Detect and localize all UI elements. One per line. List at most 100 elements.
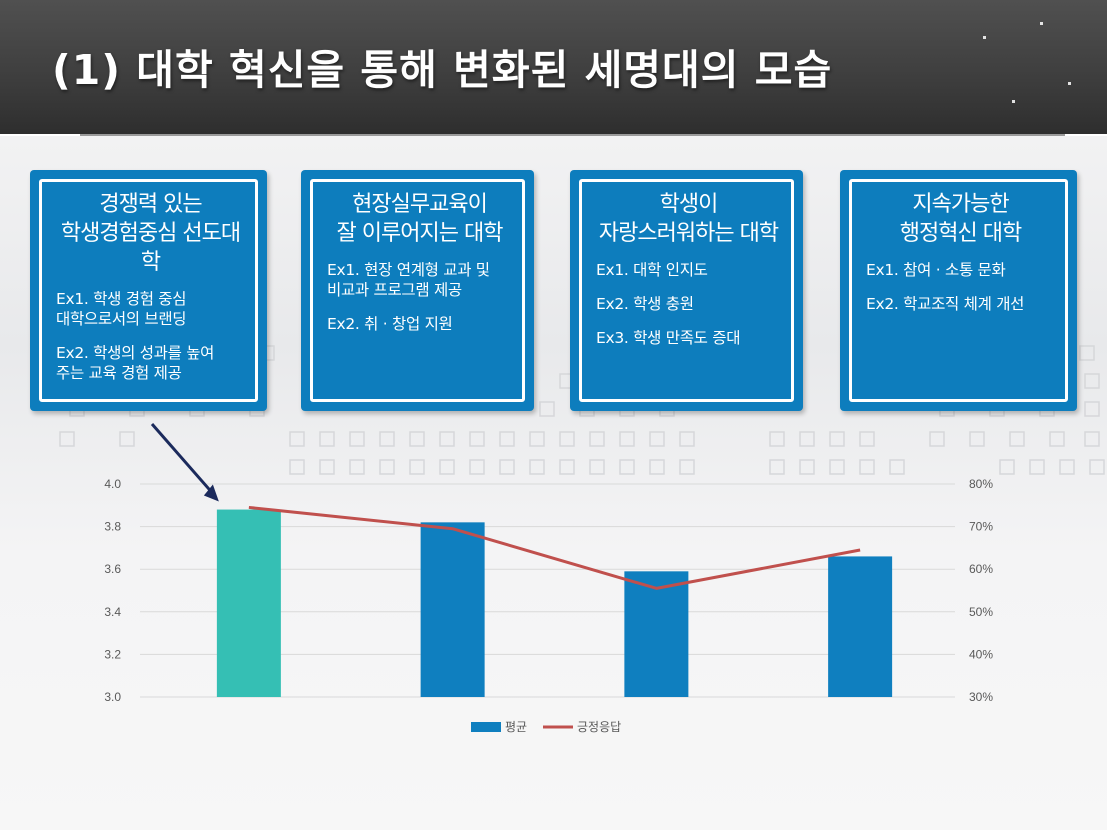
card-item-line: Ex1. 대학 인지도: [596, 261, 708, 279]
grid-square-decoration: [1029, 459, 1045, 475]
grid-square-decoration: [1049, 431, 1065, 447]
card-item-line: 주는 교육 경험 제공: [56, 364, 182, 382]
card-item: Ex1. 현장 연계형 교과 및 비교과 프로그램 제공: [327, 260, 512, 300]
y-left-tick-label: 3.2: [104, 647, 121, 661]
card-title-line: 행정혁신 대학: [899, 221, 1022, 246]
card-title-line: 자랑스러워하는 대학: [598, 221, 779, 246]
card-item-line: 비교과 프로그램 제공: [327, 281, 462, 299]
card-item-line: Ex1. 학생 경험 중심: [56, 290, 187, 308]
sparkle-icon: [983, 36, 986, 39]
grid-square-decoration: [829, 431, 845, 447]
y-right-tick-label: 70%: [969, 520, 993, 534]
grid-square-decoration: [469, 431, 485, 447]
card-title: 지속가능한 행정혁신 대학: [866, 190, 1055, 248]
card-student-experience: 경쟁력 있는 학생경험중심 선도대학 Ex1. 학생 경험 중심 대학으로서의 …: [30, 170, 267, 411]
card-frame: 지속가능한 행정혁신 대학 Ex1. 참여 · 소통 문화 Ex2. 학교조직 …: [849, 179, 1068, 402]
y-left-tick-label: 3.0: [104, 690, 121, 704]
grid-square-decoration: [769, 431, 785, 447]
grid-square-decoration: [379, 431, 395, 447]
card-title-line: 현장실무교육이: [352, 192, 488, 217]
card-item: Ex1. 참여 · 소통 문화: [866, 260, 1055, 280]
card-title-line: 지속가능한: [912, 192, 1009, 217]
y-left-tick-label: 3.4: [104, 605, 121, 619]
card-item: Ex2. 학생의 성과를 높여 주는 교육 경험 제공: [56, 343, 245, 383]
grid-square-decoration: [1059, 459, 1075, 475]
grid-square-decoration: [859, 431, 875, 447]
grid-square-decoration: [539, 401, 555, 417]
grid-square-decoration: [1084, 431, 1100, 447]
grid-square-decoration: [649, 431, 665, 447]
grid-square-decoration: [409, 459, 425, 475]
grid-square-decoration: [119, 431, 135, 447]
sparkle-icon: [1012, 100, 1015, 103]
grid-square-decoration: [829, 459, 845, 475]
grid-square-decoration: [1084, 401, 1100, 417]
header-divider: [80, 134, 1065, 136]
grid-square-decoration: [889, 459, 905, 475]
y-right-tick-label: 80%: [969, 477, 993, 491]
bar-average: [624, 571, 689, 697]
bar-average: [420, 522, 485, 697]
grid-square-decoration: [1009, 431, 1025, 447]
grid-square-decoration: [649, 459, 665, 475]
card-item-line: Ex1. 현장 연계형 교과 및: [327, 261, 490, 279]
card-field-education: 현장실무교육이 잘 이루어지는 대학 Ex1. 현장 연계형 교과 및 비교과 …: [301, 170, 534, 411]
card-title-line: 잘 이루어지는 대학: [336, 221, 504, 246]
arrow-head-icon: [203, 484, 219, 502]
grid-square-decoration: [679, 431, 695, 447]
grid-square-decoration: [589, 459, 605, 475]
grid-square-decoration: [969, 431, 985, 447]
card-frame: 경쟁력 있는 학생경험중심 선도대학 Ex1. 학생 경험 중심 대학으로서의 …: [39, 179, 258, 402]
y-right-tick-label: 50%: [969, 605, 993, 619]
card-item-line: Ex1. 참여 · 소통 문화: [866, 261, 1006, 279]
card-item-line: Ex2. 학생 충원: [596, 295, 694, 313]
card-item: Ex3. 학생 만족도 증대: [596, 328, 781, 348]
grid-square-decoration: [319, 459, 335, 475]
y-left-tick-label: 4.0: [104, 477, 121, 491]
arrow-line: [150, 423, 215, 495]
line-positive-response: [248, 505, 861, 590]
card-title: 현장실무교육이 잘 이루어지는 대학: [327, 190, 512, 248]
grid-square-decoration: [1084, 373, 1100, 389]
grid-square-decoration: [619, 431, 635, 447]
card-item: Ex1. 대학 인지도: [596, 260, 781, 280]
bar-average: [828, 556, 893, 697]
card-title-line: 경쟁력 있는: [99, 192, 202, 217]
legend-swatch-bar: [471, 722, 501, 732]
y-left-tick-label: 3.6: [104, 562, 121, 576]
card-frame: 학생이 자랑스러워하는 대학 Ex1. 대학 인지도 Ex2. 학생 충원 Ex…: [579, 179, 794, 402]
grid-square-decoration: [439, 459, 455, 475]
card-item: Ex2. 학생 충원: [596, 294, 781, 314]
grid-square-decoration: [289, 459, 305, 475]
card-item-line: 대학으로서의 브랜딩: [56, 310, 187, 328]
card-item: Ex2. 학교조직 체계 개선: [866, 294, 1055, 314]
grid-square-decoration: [439, 431, 455, 447]
card-item: Ex1. 학생 경험 중심 대학으로서의 브랜딩: [56, 289, 245, 329]
grid-square-decoration: [559, 431, 575, 447]
y-left-tick-label: 3.8: [104, 520, 121, 534]
page-title: (1) 대학 혁신을 통해 변화된 세명대의 모습: [52, 46, 833, 94]
grid-square-decoration: [589, 431, 605, 447]
header-bar: (1) 대학 혁신을 통해 변화된 세명대의 모습: [0, 0, 1107, 134]
grid-square-decoration: [799, 459, 815, 475]
y-right-tick-label: 40%: [969, 647, 993, 661]
y-right-tick-label: 60%: [969, 562, 993, 576]
grid-square-decoration: [929, 431, 945, 447]
grid-square-decoration: [679, 459, 695, 475]
card-item: Ex2. 취 · 창업 지원: [327, 314, 512, 334]
grid-square-decoration: [559, 459, 575, 475]
card-title-line: 학생이: [659, 192, 719, 217]
grid-square-decoration: [409, 431, 425, 447]
card-student-pride: 학생이 자랑스러워하는 대학 Ex1. 대학 인지도 Ex2. 학생 충원 Ex…: [570, 170, 803, 411]
grid-square-decoration: [529, 459, 545, 475]
card-title: 경쟁력 있는 학생경험중심 선도대학: [56, 190, 245, 277]
grid-square-decoration: [349, 431, 365, 447]
grid-square-decoration: [619, 459, 635, 475]
grid-square-decoration: [999, 459, 1015, 475]
card-item-line: Ex2. 학교조직 체계 개선: [866, 295, 1025, 313]
card-admin-innovation: 지속가능한 행정혁신 대학 Ex1. 참여 · 소통 문화 Ex2. 학교조직 …: [840, 170, 1077, 411]
grid-square-decoration: [349, 459, 365, 475]
grid-square-decoration: [469, 459, 485, 475]
grid-square-decoration: [769, 459, 785, 475]
